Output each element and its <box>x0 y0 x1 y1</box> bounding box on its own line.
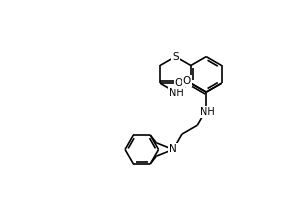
Text: S: S <box>172 52 179 62</box>
Text: N: N <box>169 144 177 154</box>
Text: NH: NH <box>169 88 184 98</box>
Text: O: O <box>175 78 183 88</box>
Text: NH: NH <box>200 107 214 117</box>
Text: O: O <box>183 76 191 86</box>
